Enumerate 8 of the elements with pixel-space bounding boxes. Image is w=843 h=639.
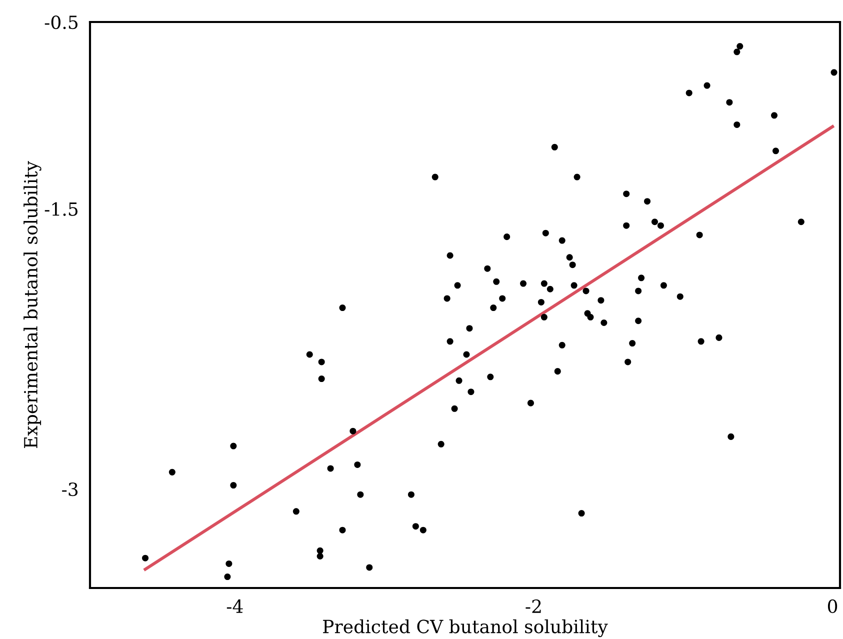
x-tick-label: 0: [828, 599, 838, 614]
y-tick-label: -3: [62, 482, 78, 496]
x-axis-title: Predicted CV butanol solubility: [323, 619, 608, 638]
x-tick-label: -2: [526, 599, 541, 613]
y-tick-label: -1.5: [44, 202, 78, 216]
y-axis-title: Experimental butanol solubility: [24, 161, 42, 448]
x-tick-label: -4: [226, 599, 243, 613]
y-tick-label: -0.5: [44, 15, 78, 30]
